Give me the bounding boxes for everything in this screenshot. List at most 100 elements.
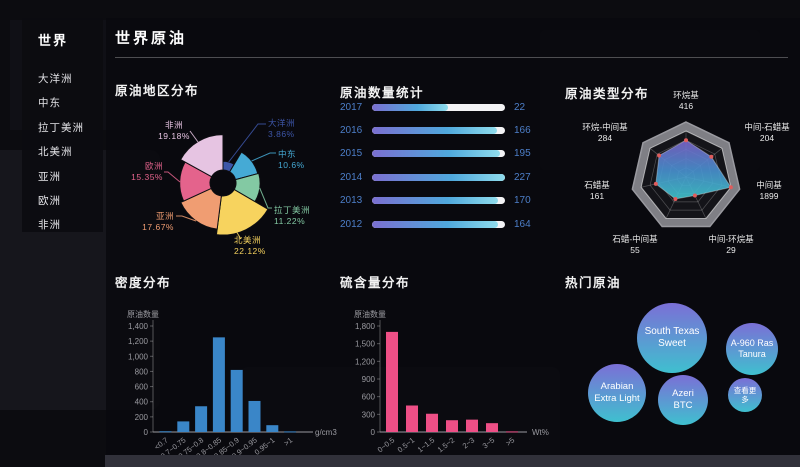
sidebar-item-6[interactable]: 欧洲 — [38, 194, 61, 207]
rose-label-name: 北美洲 — [234, 235, 262, 245]
quantity-bar-track[interactable] — [372, 220, 505, 228]
radar-vertex-dot — [657, 153, 662, 158]
radar-vertex-dot — [653, 181, 658, 186]
radar-data-polygon[interactable] — [655, 139, 732, 200]
histogram-bar-2~3[interactable] — [466, 419, 478, 432]
y-tick-label: 1,400 — [128, 322, 149, 331]
quantity-bar-track[interactable] — [372, 126, 505, 134]
histogram-bar-0.8~0.85[interactable] — [212, 337, 225, 432]
rose-label-欧洲: 欧洲 15.35% — [108, 161, 163, 184]
histogram-bar-0~0.5[interactable] — [386, 331, 398, 432]
radar-axis-value: 204 — [759, 133, 775, 144]
page-title: 世界原油 — [115, 30, 188, 47]
region-sidebar: 世界 大洋洲中东拉丁美洲北美洲亚洲欧洲非洲 — [22, 18, 103, 232]
quantity-bar-fill — [372, 103, 448, 111]
sidebar-list: 大洋洲中东拉丁美洲北美洲亚洲欧洲非洲 — [38, 67, 103, 238]
rose-slice-非洲[interactable] — [179, 134, 224, 178]
radar-axis-name: 石蜡基 — [584, 180, 610, 190]
histogram-bar-1~1.5[interactable] — [426, 413, 438, 432]
rose-label-value: 15.35% — [131, 172, 163, 183]
histogram-bar-0.5~1[interactable] — [406, 405, 418, 433]
histogram-bar-0.9~0.95[interactable] — [248, 400, 261, 432]
sidebar-title[interactable]: 世界 — [38, 33, 69, 48]
x-tick-label: 1.5~2 — [436, 435, 457, 454]
rose-leader-line — [228, 123, 266, 163]
radar-axis-name: 中间-石蜡基 — [744, 122, 790, 132]
radar-axis-value: 284 — [597, 133, 613, 144]
region-rose-chart[interactable] — [108, 58, 332, 258]
quantity-row-2017: 2017 22 — [332, 101, 560, 113]
hot-oil-bubble-1[interactable]: South Texas Sweet — [637, 303, 707, 373]
histogram-bar-<0.7[interactable] — [159, 431, 172, 433]
rose-label-value: 3.86% — [268, 129, 295, 140]
histogram-bar->5[interactable] — [506, 431, 518, 433]
quantity-row-2014: 2014 227 — [332, 171, 560, 183]
rose-label-非洲: 非洲 19.18% — [148, 120, 200, 143]
y-tick-label: 800 — [135, 367, 149, 376]
radar-vertex-dot — [692, 193, 697, 198]
sidebar-item-7[interactable]: 非洲 — [38, 219, 61, 232]
sulfur-distribution-card: 硫含量分布 0 300 600 900 1,200 1,500 1,800 原油数量 0~0.5… — [332, 260, 556, 456]
rose-slice-亚洲[interactable] — [180, 187, 222, 230]
x-tick-label: 0.95~1 — [253, 435, 277, 456]
hot-oil-bubble-2[interactable]: A-960 Ras Tanura — [726, 323, 778, 375]
y-tick-label: 400 — [135, 398, 149, 407]
quantity-bar-track[interactable] — [372, 150, 505, 158]
histogram-bar-0.85~0.9[interactable] — [230, 369, 243, 432]
section-title-density: 密度分布 — [115, 276, 172, 290]
radar-label-石蜡-中间基: 石蜡-中间基 55 — [597, 234, 673, 257]
rose-label-北美洲: 北美洲 22.12% — [234, 235, 286, 258]
quantity-row-2016: 2016 166 — [332, 125, 560, 136]
rose-leader-line — [251, 152, 276, 162]
sidebar-item-4[interactable]: 北美洲 — [38, 146, 73, 159]
view-more-bubble[interactable]: 查看更多 — [728, 378, 762, 412]
quantity-bar-track[interactable] — [372, 173, 505, 181]
sidebar-item-5[interactable]: 亚洲 — [38, 170, 61, 183]
quantity-value-label: 227 — [514, 171, 531, 183]
histogram-bar->1[interactable] — [284, 431, 297, 433]
y-tick-label: 1,000 — [128, 352, 149, 361]
rose-leader-line — [235, 230, 242, 240]
histogram-bar-3~5[interactable] — [486, 423, 498, 432]
quantity-value-label: 170 — [514, 195, 531, 207]
histogram-bar-0.75~0.8[interactable] — [195, 406, 208, 432]
hot-oils-card: 热门原油 South Texas Sweet A-960 Ras Tanura Ar… — [561, 260, 800, 456]
radar-vertex-dot — [728, 185, 733, 190]
sidebar-item-3[interactable]: 拉丁美洲 — [38, 121, 84, 134]
hot-oil-bubble-3[interactable]: Arabian Extra Light — [588, 364, 646, 422]
hot-oil-bubble-4[interactable]: Azeri BTC — [658, 375, 708, 425]
radar-label-中间-石蜡基: 中间-石蜡基 204 — [729, 122, 800, 145]
histogram-bar-1.5~2[interactable] — [446, 420, 458, 432]
radar-axis-value: 416 — [678, 101, 694, 112]
sidebar-item-2[interactable]: 中东 — [38, 97, 61, 110]
radar-vertex-dot — [684, 138, 688, 143]
quantity-year-label: 2017 — [340, 101, 363, 113]
quantity-bar-track[interactable] — [372, 197, 505, 205]
quantity-bar-track[interactable] — [372, 103, 505, 111]
section-title-sulfur: 硫含量分布 — [340, 276, 411, 290]
radar-label-石蜡基: 石蜡基 161 — [565, 180, 629, 203]
quantity-year-label: 2015 — [340, 148, 363, 160]
rose-label-中东: 中东 10.6% — [278, 149, 338, 172]
quantity-row-2013: 2013 170 — [332, 195, 560, 207]
rose-label-name: 欧洲 — [144, 161, 163, 171]
rose-label-value: 19.18% — [158, 131, 190, 142]
rose-leader-line — [176, 215, 197, 222]
radar-grid-ring — [649, 139, 723, 211]
sidebar-item-1[interactable]: 大洋洲 — [38, 73, 73, 85]
x-axis-unit: g/cm3 — [315, 428, 337, 437]
radar-axis-value: 1899 — [759, 191, 779, 202]
rose-slice-北美洲[interactable] — [215, 188, 269, 236]
type-radar-chart[interactable] — [561, 76, 800, 268]
density-histogram[interactable]: 02004006008001,0001,2001,400原油数量<0.70.7~… — [108, 260, 337, 461]
rose-label-name: 中东 — [278, 149, 297, 159]
y-tick-label: 1,200 — [355, 357, 376, 366]
y-tick-label: 0 — [144, 428, 149, 437]
radar-axis-value: 29 — [726, 245, 736, 256]
section-title-quantity: 原油数量统计 — [340, 86, 425, 100]
histogram-bar-0.95~1[interactable] — [266, 425, 279, 432]
quantity-year-label: 2014 — [340, 171, 363, 183]
histogram-bar-0.7~0.75[interactable] — [177, 421, 190, 432]
